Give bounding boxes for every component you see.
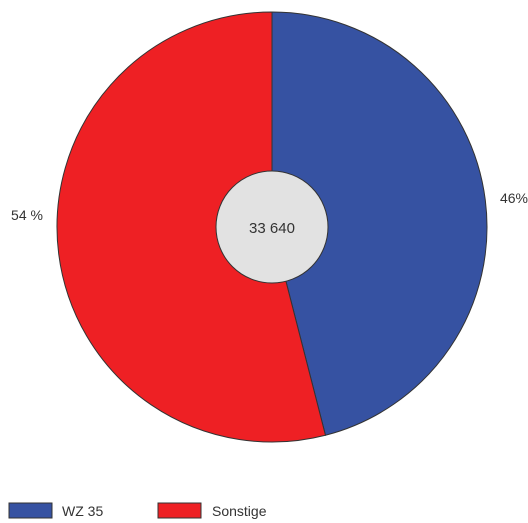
slice-percent-label: 46%	[500, 190, 528, 206]
legend: WZ 35 Sonstige	[8, 502, 267, 519]
legend-swatch	[157, 502, 202, 519]
center-total-label: 33 640	[249, 220, 295, 237]
center-total-circle	[215, 170, 329, 284]
pie-slice-wz-35	[271, 11, 488, 436]
pie-slices	[56, 11, 488, 443]
slice-labels: 46% 54 %	[11, 190, 528, 223]
legend-label: WZ 35	[62, 503, 103, 519]
legend-label: Sonstige	[212, 503, 267, 519]
pie-slice-sonstige	[56, 11, 327, 443]
legend-swatch	[8, 502, 53, 519]
slice-percent-label: 54 %	[11, 207, 43, 223]
